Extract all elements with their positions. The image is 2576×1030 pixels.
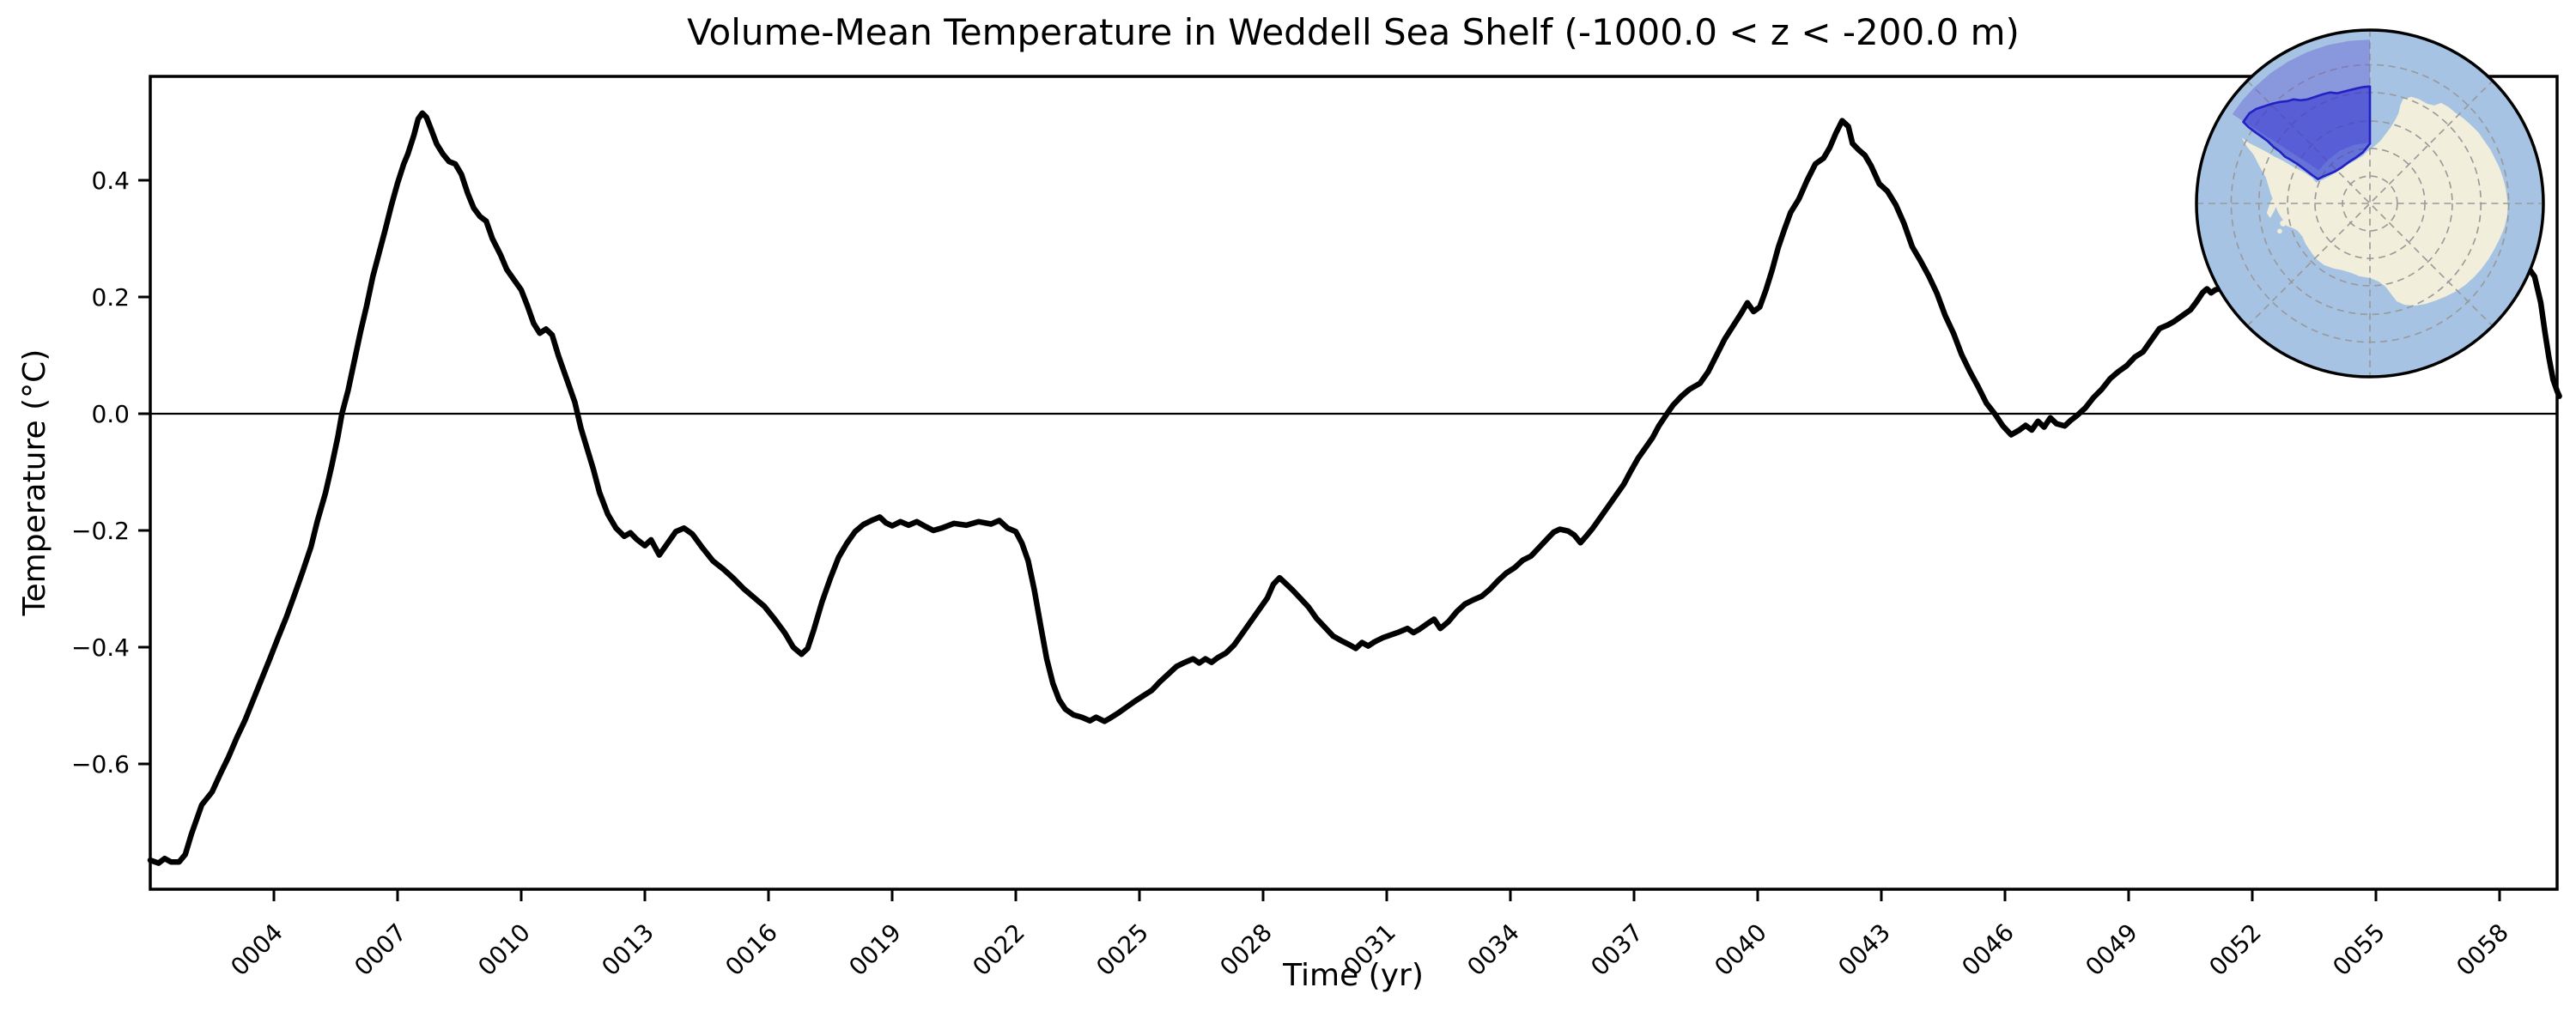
map-island-alexander	[2266, 195, 2279, 219]
y-tick-label: −0.4	[71, 633, 130, 662]
antarctica-inset-map	[2195, 28, 2545, 379]
chart-title: Volume-Mean Temperature in Weddell Sea S…	[687, 11, 2020, 53]
y-tick-label: 0.0	[91, 400, 130, 428]
axes-spines	[149, 75, 2559, 891]
y-axis-label: Temperature (°C)	[17, 349, 52, 617]
y-axis-ticks: 0.4 0.2 0.0 −0.2 −0.4 −0.6	[71, 167, 150, 779]
y-tick-label: 0.2	[91, 283, 130, 312]
map-antarctica-land	[2241, 96, 2508, 306]
map-island	[2308, 179, 2313, 184]
x-axis-label: Time (yr)	[1282, 958, 1424, 993]
map-island	[2375, 148, 2382, 154]
temperature-line	[147, 110, 2562, 866]
map-island	[2277, 228, 2282, 234]
map-border-circle	[2195, 28, 2545, 379]
map-weddell-shelf-highlight	[2242, 85, 2372, 181]
map-island	[2280, 220, 2287, 227]
y-tick-label: −0.6	[71, 750, 130, 779]
y-tick-label: 0.4	[91, 167, 130, 195]
y-tick-label: −0.2	[71, 517, 130, 545]
